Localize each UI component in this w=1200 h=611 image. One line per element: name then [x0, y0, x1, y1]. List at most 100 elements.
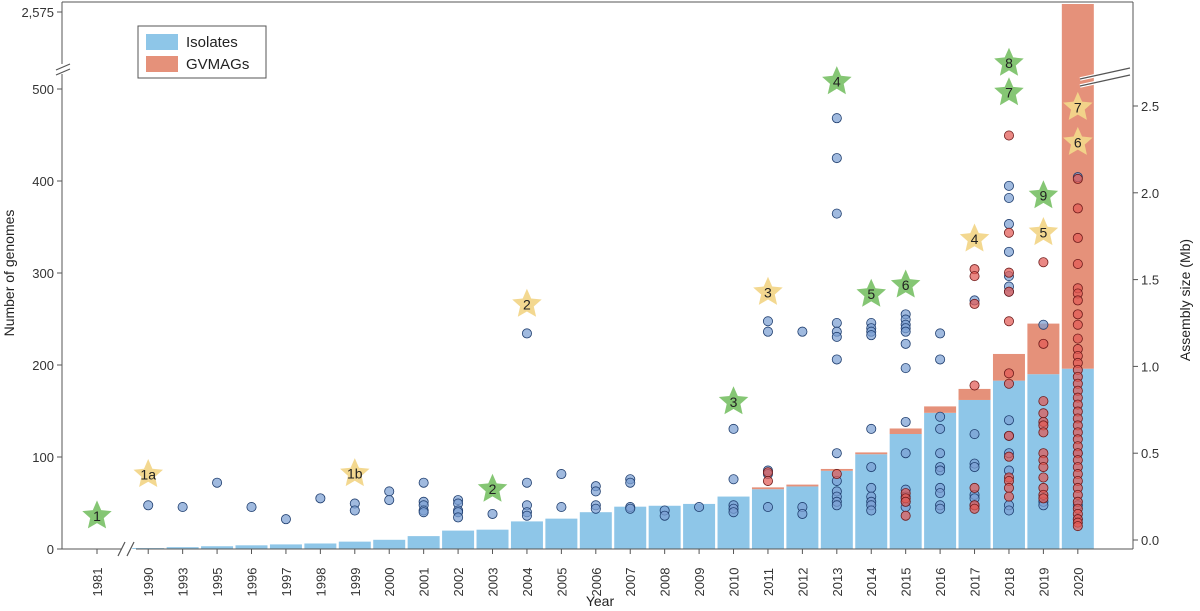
gvmag-point-2019-6	[1038, 427, 1049, 438]
x-tick-label-2007: 2007	[623, 568, 638, 597]
legend: Isolates GVMAGs	[137, 25, 267, 79]
bar-isolates-1996	[235, 545, 268, 549]
isolate-point-2014-6	[866, 482, 877, 493]
isolate-point-2001-4	[418, 507, 429, 518]
bar-isolates-1998	[304, 543, 337, 549]
milestone-label-green-1: 1	[93, 508, 101, 524]
gvmag-point-2013-0	[831, 469, 842, 480]
milestone-star-green-2	[477, 473, 508, 502]
x-tick-label-2001: 2001	[417, 568, 432, 597]
bar-isolates-2018	[992, 380, 1025, 549]
legend-label-gvmags: GVMAGs	[186, 56, 249, 73]
x-tick-label-2013: 2013	[830, 568, 845, 597]
x-tick-label-2016: 2016	[933, 568, 948, 597]
y-tick-label-left-break: 2,575	[21, 5, 54, 20]
bar-gvmags-2012	[786, 484, 819, 487]
milestone-star-yellow-2	[512, 288, 542, 317]
isolate-point-1998-0	[315, 493, 326, 504]
legend-swatch-gvmags	[146, 56, 178, 72]
y-axis-break-gap	[55, 64, 69, 74]
isolate-point-2015-5	[900, 338, 911, 349]
bars-layer	[132, 4, 1094, 549]
isolate-point-2010-1	[728, 474, 739, 485]
x-axis-break-marks	[117, 541, 135, 557]
milestone-star-green-1	[82, 500, 112, 529]
milestone-star-yellow-1b	[340, 458, 370, 487]
gvmag-point-2015-3	[900, 510, 911, 521]
milestone-star-green-8	[994, 47, 1024, 76]
milestone-label-green-3: 3	[730, 394, 738, 410]
isolate-point-2013-6	[831, 354, 842, 365]
isolate-point-2018-0	[1003, 180, 1014, 191]
bar-isolates-1999	[338, 541, 371, 549]
gvmag-point-2020-9	[1072, 333, 1083, 344]
y-tick-label-right-0.5: 0.5	[1141, 446, 1159, 461]
bar-isolates-1995	[201, 546, 234, 549]
milestone-label-yellow-4: 4	[971, 231, 979, 247]
y-axis-break-marks	[55, 63, 71, 76]
milestone-label-yellow-3: 3	[764, 284, 772, 300]
isolate-point-2011-4	[762, 502, 773, 513]
isolate-point-2015-7	[900, 416, 911, 427]
milestone-label-yellow-2: 2	[523, 296, 531, 312]
gvmag-point-2017-2	[969, 298, 980, 309]
isolate-point-2007-1	[625, 477, 636, 488]
milestone-label-green-6: 6	[902, 277, 910, 293]
gvmag-point-2019-3	[1038, 408, 1049, 419]
isolate-point-2016-0	[935, 328, 946, 339]
x-tick-label-1997: 1997	[279, 568, 294, 597]
isolate-point-2016-8	[935, 488, 946, 499]
isolate-point-2013-7	[831, 448, 842, 459]
bar-isolates-2000	[373, 539, 406, 549]
x-tick-label-2019: 2019	[1036, 568, 1051, 597]
y-tick-label-right-1.0: 1.0	[1141, 359, 1159, 374]
isolate-point-2013-3	[831, 317, 842, 328]
isolate-point-2005-0	[556, 469, 567, 480]
milestone-label-green-2: 2	[489, 481, 497, 497]
gvmag-point-2020-2	[1072, 232, 1083, 243]
y-tick-label-right-0.0: 0.0	[1141, 533, 1159, 548]
axes-layer: 0 100 200 300 400 500 2,575 0.0 0.5 1.0 1.5 2.0 2.5 1…	[21, 1, 1159, 597]
isolate-point-2015-4	[900, 326, 911, 337]
bar-isolates-2016	[924, 412, 957, 549]
bar-isolates-2005	[545, 518, 578, 549]
isolate-point-2018-7	[1003, 415, 1014, 426]
gvmag-point-2019-9	[1038, 462, 1049, 473]
isolate-point-2000-1	[384, 495, 395, 506]
gvmag-point-2020-8	[1072, 319, 1083, 330]
y-axis-title-left: Number of genomes	[1, 210, 17, 337]
gvmag-point-2020-6	[1072, 295, 1083, 306]
gvmag-point-2017-1	[969, 271, 980, 282]
gvmag-point-2018-0	[1003, 130, 1014, 141]
isolate-point-2009-0	[694, 502, 705, 513]
x-tick-label-2005: 2005	[554, 568, 569, 597]
x-tick-label-2006: 2006	[589, 568, 604, 597]
gvmag-point-2018-5	[1003, 368, 1014, 379]
gvmag-point-2011-0	[762, 467, 773, 478]
isolate-point-1995-0	[212, 477, 223, 488]
isolate-point-1997-0	[280, 514, 291, 525]
gvmag-point-2018-8	[1003, 451, 1014, 462]
isolate-point-1999-1	[349, 505, 360, 516]
y-tick-label-left-400: 400	[32, 174, 54, 189]
isolate-point-2013-2	[831, 208, 842, 219]
bar-isolates-2003	[476, 529, 509, 549]
milestone-label-yellow-7: 7	[1074, 99, 1082, 115]
milestone-star-green-4	[822, 66, 852, 95]
gvmag-point-2018-12	[1003, 491, 1014, 502]
bar-gvmags-2020	[1061, 4, 1094, 369]
gvmag-point-2011-1	[762, 475, 773, 486]
x-tick-label-2003: 2003	[486, 568, 501, 597]
x-tick-label-2017: 2017	[968, 568, 983, 597]
x-tick-label-1999: 1999	[348, 568, 363, 597]
y-tick-label-right-2.5: 2.5	[1141, 99, 1159, 114]
isolate-point-2004-4	[521, 510, 532, 521]
gvmag-point-2015-2	[900, 496, 911, 507]
milestone-star-green-6	[890, 269, 921, 298]
isolate-point-2002-4	[453, 512, 464, 523]
isolate-point-2016-2	[935, 411, 946, 422]
isolate-point-2004-1	[521, 477, 532, 488]
milestone-star-green-7	[994, 77, 1024, 106]
isolate-point-2007-3	[625, 503, 636, 514]
